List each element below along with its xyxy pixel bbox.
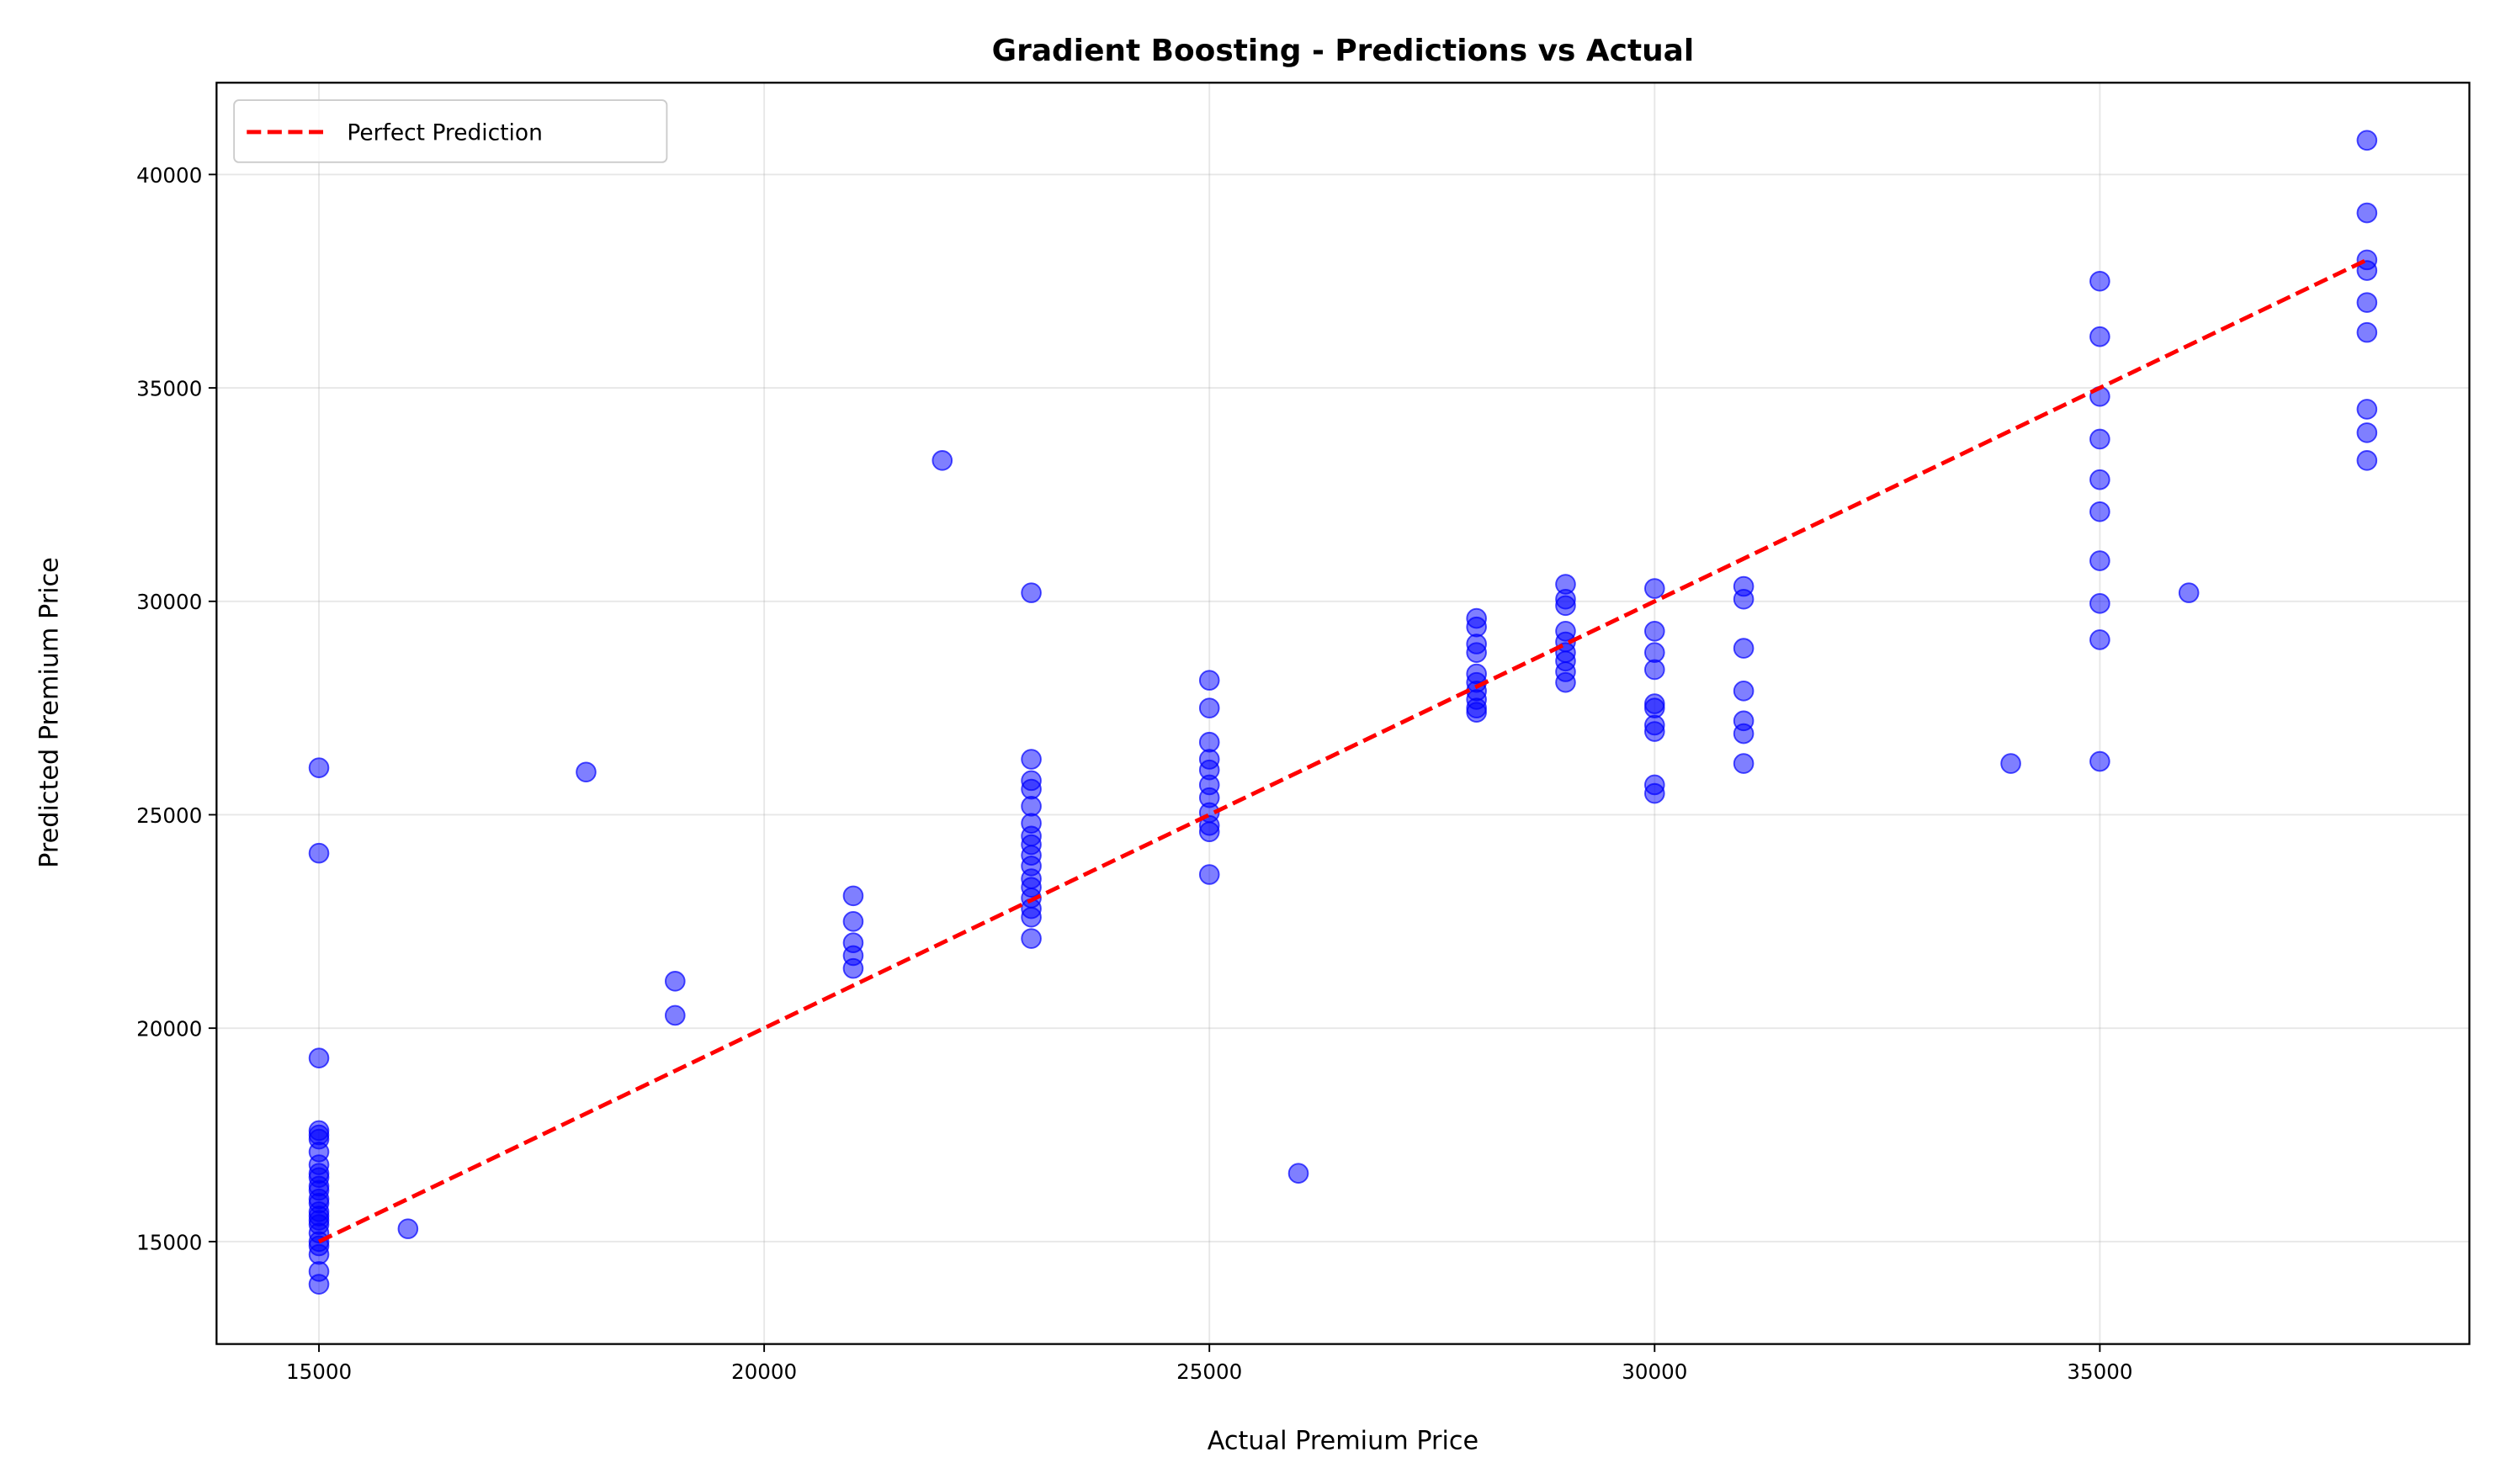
x-tick-label: 35000: [2067, 1359, 2132, 1384]
point: [2356, 202, 2378, 224]
point: [1644, 659, 1665, 681]
point: [308, 842, 330, 864]
point: [1644, 621, 1665, 642]
y-tick-label: 15000: [136, 1230, 202, 1254]
point: [2089, 469, 2110, 490]
point: [1644, 782, 1665, 804]
point: [665, 971, 686, 992]
point: [308, 1243, 330, 1265]
point: [2089, 270, 2110, 292]
point: [1021, 749, 1042, 770]
y-tick-label: 40000: [136, 163, 202, 188]
x-tick-label: 20000: [731, 1359, 797, 1384]
reference-line: [317, 257, 2368, 1244]
point: [2089, 326, 2110, 347]
point: [397, 1218, 419, 1239]
point: [665, 1004, 686, 1026]
point: [2356, 321, 2378, 343]
point: [308, 1274, 330, 1295]
y-tick-label: 35000: [136, 377, 202, 401]
point: [1021, 778, 1042, 800]
point: [1555, 671, 1576, 693]
point: [2089, 501, 2110, 522]
x-axis-label: Actual Premium Price: [1208, 1426, 1478, 1455]
point: [1466, 642, 1487, 663]
y-tick-label: 30000: [136, 590, 202, 614]
point: [842, 885, 864, 907]
point: [2089, 629, 2110, 650]
point: [2089, 593, 2110, 614]
point: [2089, 750, 2110, 772]
point: [2089, 428, 2110, 450]
legend-box: [233, 99, 668, 163]
point: [1644, 721, 1665, 742]
point: [576, 761, 597, 783]
point: [1198, 731, 1220, 753]
point: [2356, 422, 2378, 443]
point: [2356, 130, 2378, 151]
x-tick-label: 25000: [1176, 1359, 1242, 1384]
point: [2089, 550, 2110, 571]
legend: Perfect Prediction: [233, 99, 668, 163]
point: [1466, 616, 1487, 638]
point: [2356, 399, 2378, 420]
point: [308, 757, 330, 778]
point: [1644, 697, 1665, 718]
point: [2356, 260, 2378, 281]
point: [2178, 582, 2200, 603]
point: [1021, 906, 1042, 928]
point: [932, 450, 953, 471]
point: [1021, 796, 1042, 817]
point: [1287, 1163, 1309, 1184]
point: [1198, 821, 1220, 843]
point: [1733, 638, 1754, 659]
point: [1733, 753, 1754, 774]
point: [842, 957, 864, 979]
point: [1466, 702, 1487, 723]
point: [1733, 723, 1754, 745]
point: [1644, 642, 1665, 663]
point: [2356, 292, 2378, 313]
point: [1733, 588, 1754, 610]
point: [2356, 450, 2378, 471]
y-tick-label: 25000: [136, 803, 202, 828]
point: [1555, 595, 1576, 617]
point: [1021, 928, 1042, 949]
point: [1198, 670, 1220, 691]
plot-frame: [215, 82, 2471, 1345]
point: [1021, 582, 1042, 603]
point: [1198, 697, 1220, 718]
y-axis-label: Predicted Premium Price: [35, 557, 64, 868]
point: [842, 911, 864, 932]
point: [308, 1047, 330, 1068]
point: [1733, 681, 1754, 702]
x-tick-label: 15000: [286, 1359, 352, 1384]
point: [1644, 578, 1665, 599]
y-tick-label: 20000: [136, 1017, 202, 1041]
point: [1198, 864, 1220, 885]
chart-title: Gradient Boosting - Predictions vs Actua…: [992, 34, 1695, 68]
legend-label: Perfect Prediction: [347, 119, 543, 146]
x-tick-label: 30000: [1622, 1359, 1687, 1384]
point: [2000, 753, 2021, 774]
